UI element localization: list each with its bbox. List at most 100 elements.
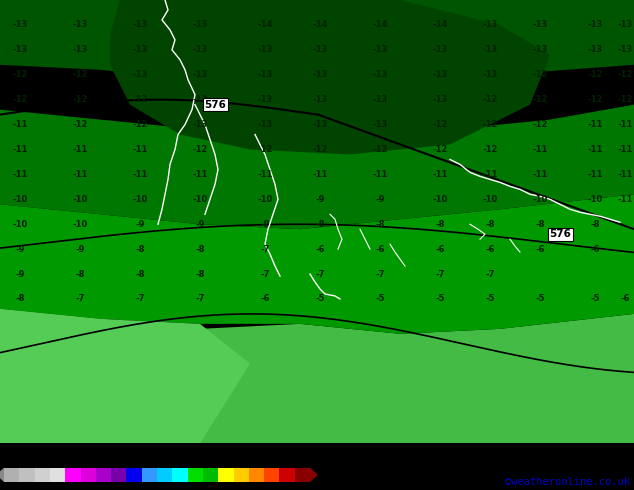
Text: -13: -13 xyxy=(72,46,87,54)
Text: -5: -5 xyxy=(436,294,444,303)
Text: -13: -13 xyxy=(13,21,28,29)
Text: -12: -12 xyxy=(12,70,28,79)
Bar xyxy=(157,468,172,482)
Text: -6: -6 xyxy=(590,245,600,254)
Text: -5: -5 xyxy=(590,294,600,303)
Text: 576: 576 xyxy=(549,229,571,239)
Text: -12: -12 xyxy=(106,483,117,488)
Text: -13: -13 xyxy=(313,46,328,54)
Bar xyxy=(19,468,35,482)
Text: -11: -11 xyxy=(72,170,87,179)
Text: -9: -9 xyxy=(15,245,25,254)
Text: -7: -7 xyxy=(135,294,145,303)
Text: -11: -11 xyxy=(587,120,603,129)
Text: -7: -7 xyxy=(75,294,85,303)
Text: -8: -8 xyxy=(123,483,130,488)
Text: 12: 12 xyxy=(169,483,176,488)
Text: -13: -13 xyxy=(372,120,387,129)
Polygon shape xyxy=(0,195,634,334)
Text: -11: -11 xyxy=(257,170,273,179)
Text: -8: -8 xyxy=(375,220,385,229)
Text: -8: -8 xyxy=(15,294,25,303)
Text: -12: -12 xyxy=(72,70,87,79)
Text: -13: -13 xyxy=(432,46,448,54)
Text: -7: -7 xyxy=(261,270,269,278)
Text: -13: -13 xyxy=(618,46,633,54)
Text: -7: -7 xyxy=(485,270,495,278)
Text: -13: -13 xyxy=(257,46,273,54)
Text: -12: -12 xyxy=(587,70,603,79)
Text: -12: -12 xyxy=(533,70,548,79)
Text: -8: -8 xyxy=(135,270,145,278)
Polygon shape xyxy=(0,468,4,482)
Text: -10: -10 xyxy=(72,220,87,229)
Bar xyxy=(249,468,264,482)
Text: -7: -7 xyxy=(315,270,325,278)
Text: -13: -13 xyxy=(257,70,273,79)
Polygon shape xyxy=(0,309,250,443)
Text: -13: -13 xyxy=(133,70,148,79)
Text: -12: -12 xyxy=(482,145,498,154)
Text: -7: -7 xyxy=(261,245,269,254)
Text: Tu 24-09-2024 12:00 UTC (00+12): Tu 24-09-2024 12:00 UTC (00+12) xyxy=(409,445,630,459)
Text: 42: 42 xyxy=(245,483,252,488)
Text: -13: -13 xyxy=(432,70,448,79)
Text: -12: -12 xyxy=(618,95,633,104)
Bar xyxy=(4,468,19,482)
Text: -7: -7 xyxy=(375,270,385,278)
Text: -13: -13 xyxy=(313,120,328,129)
Bar xyxy=(203,468,218,482)
Text: -11: -11 xyxy=(12,145,28,154)
Text: -14: -14 xyxy=(432,21,448,29)
Text: -11: -11 xyxy=(432,170,448,179)
Text: -12: -12 xyxy=(482,95,498,104)
Text: -38: -38 xyxy=(44,483,55,488)
Text: -10: -10 xyxy=(533,195,548,204)
Text: -5: -5 xyxy=(375,294,385,303)
Text: -8: -8 xyxy=(315,220,325,229)
Text: -10: -10 xyxy=(133,195,148,204)
Text: ©weatheronline.co.uk: ©weatheronline.co.uk xyxy=(505,477,630,487)
Text: -12: -12 xyxy=(432,145,448,154)
Text: -11: -11 xyxy=(533,170,548,179)
Text: -7: -7 xyxy=(195,294,205,303)
Text: -14: -14 xyxy=(313,21,328,29)
Text: -9: -9 xyxy=(135,220,145,229)
Text: -13: -13 xyxy=(192,95,207,104)
Text: -13: -13 xyxy=(192,21,207,29)
Text: 36: 36 xyxy=(230,483,237,488)
Bar xyxy=(218,468,233,482)
Text: -8: -8 xyxy=(535,220,545,229)
Text: -10: -10 xyxy=(13,220,28,229)
Text: -8: -8 xyxy=(436,220,444,229)
Text: -10: -10 xyxy=(192,195,207,204)
Text: -8: -8 xyxy=(135,245,145,254)
Text: 54: 54 xyxy=(276,483,283,488)
Text: -13: -13 xyxy=(533,21,548,29)
Text: -9: -9 xyxy=(261,220,269,229)
Polygon shape xyxy=(310,468,318,482)
Bar xyxy=(295,468,310,482)
Text: -6: -6 xyxy=(375,245,385,254)
Text: -8: -8 xyxy=(75,270,85,278)
Text: 0: 0 xyxy=(140,483,143,488)
Text: 24: 24 xyxy=(200,483,207,488)
Text: -12: -12 xyxy=(372,145,387,154)
Text: -13: -13 xyxy=(72,21,87,29)
Text: -13: -13 xyxy=(257,120,273,129)
Bar xyxy=(172,468,188,482)
Text: -24: -24 xyxy=(75,483,86,488)
Text: -13: -13 xyxy=(482,21,498,29)
Bar xyxy=(96,468,111,482)
Text: -10: -10 xyxy=(257,195,273,204)
Text: -8: -8 xyxy=(590,220,600,229)
Bar xyxy=(264,468,280,482)
Text: -13: -13 xyxy=(192,70,207,79)
Bar xyxy=(233,468,249,482)
Bar xyxy=(50,468,65,482)
Text: -6: -6 xyxy=(620,294,630,303)
Text: -12: -12 xyxy=(72,95,87,104)
Text: -13: -13 xyxy=(372,70,387,79)
Text: -6: -6 xyxy=(260,294,269,303)
Polygon shape xyxy=(0,309,634,443)
